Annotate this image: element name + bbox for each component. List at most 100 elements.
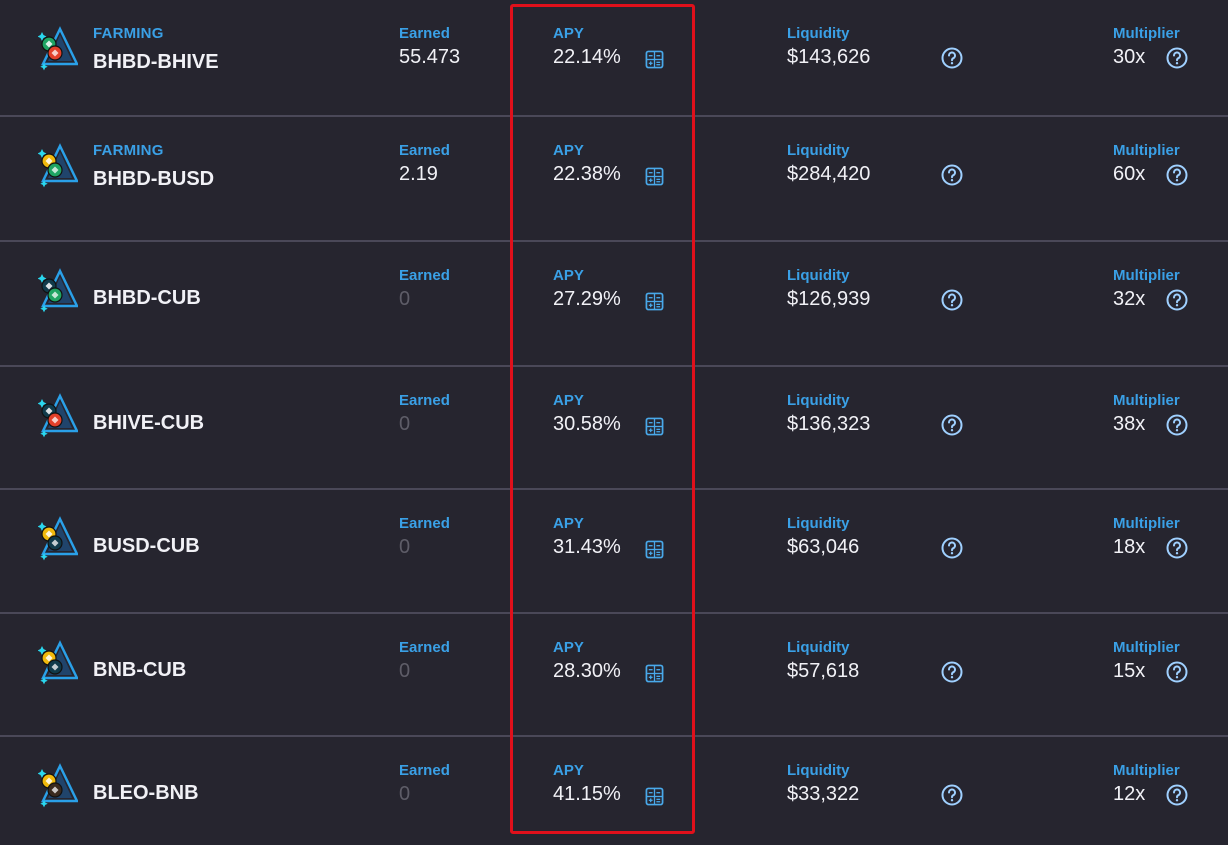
apy-value: 28.30%	[553, 660, 621, 682]
calculator-icon[interactable]	[645, 292, 664, 311]
liquidity-label: Liquidity	[787, 639, 850, 656]
multiplier-label: Multiplier	[1113, 25, 1180, 42]
liquidity-help-icon[interactable]	[941, 164, 963, 186]
multiplier-value: 12x	[1113, 783, 1146, 805]
multiplier-help-icon[interactable]	[1166, 289, 1188, 311]
apy-label: APY	[553, 392, 584, 409]
apy-value: 30.58%	[553, 413, 621, 435]
liquidity-help-icon[interactable]	[941, 414, 963, 436]
liquidity-help-icon[interactable]	[941, 289, 963, 311]
liquidity-help-icon[interactable]	[941, 661, 963, 683]
multiplier-label: Multiplier	[1113, 515, 1180, 532]
earned-label: Earned	[399, 639, 450, 656]
calculator-icon[interactable]	[645, 787, 664, 806]
liquidity-label: Liquidity	[787, 762, 850, 779]
earned-value: 0	[399, 783, 411, 805]
multiplier-help-icon[interactable]	[1166, 47, 1188, 69]
liquidity-value: $57,618	[787, 660, 860, 682]
row-divider	[0, 240, 1228, 242]
farm-row[interactable]: BLEO-BNB Earned 0 APY 41.15% Liquidity $33,32…	[0, 737, 1228, 845]
earned-value: 0	[399, 413, 411, 435]
earned-value: 0	[399, 660, 411, 682]
liquidity-help-icon[interactable]	[941, 47, 963, 69]
token-pair-icon	[37, 393, 79, 439]
multiplier-value: 60x	[1113, 163, 1146, 185]
earned-label: Earned	[399, 515, 450, 532]
multiplier-value: 18x	[1113, 536, 1146, 558]
apy-label: APY	[553, 515, 584, 532]
earned-label: Earned	[399, 762, 450, 779]
multiplier-value: 30x	[1113, 46, 1146, 68]
calculator-icon[interactable]	[645, 664, 664, 683]
farm-row[interactable]: BNB-CUB Earned 0 APY 28.30% Liquidity $57,618…	[0, 614, 1228, 729]
farm-row[interactable]: FARMING BHBD-BUSD Earned 2.19 APY 22.38% Liqu…	[0, 117, 1228, 232]
row-divider	[0, 735, 1228, 737]
apy-label: APY	[553, 142, 584, 159]
token-pair-icon	[37, 268, 79, 314]
calculator-icon[interactable]	[645, 417, 664, 436]
row-divider	[0, 365, 1228, 367]
farm-row[interactable]: BUSD-CUB Earned 0 APY 31.43% Liquidity $63,04…	[0, 490, 1228, 605]
earned-label: Earned	[399, 392, 450, 409]
liquidity-help-icon[interactable]	[941, 537, 963, 559]
liquidity-value: $126,939	[787, 288, 871, 310]
earned-value: 0	[399, 536, 411, 558]
multiplier-label: Multiplier	[1113, 142, 1180, 159]
multiplier-label: Multiplier	[1113, 639, 1180, 656]
farming-status-label: FARMING	[93, 142, 164, 159]
multiplier-help-icon[interactable]	[1166, 784, 1188, 806]
apy-value: 41.15%	[553, 783, 621, 805]
liquidity-help-icon[interactable]	[941, 784, 963, 806]
multiplier-help-icon[interactable]	[1166, 414, 1188, 436]
liquidity-label: Liquidity	[787, 142, 850, 159]
apy-label: APY	[553, 267, 584, 284]
pair-name: BHBD-BUSD	[93, 168, 215, 190]
multiplier-help-icon[interactable]	[1166, 537, 1188, 559]
liquidity-label: Liquidity	[787, 515, 850, 532]
pair-name: BHBD-CUB	[93, 287, 201, 309]
pair-name: BHBD-BHIVE	[93, 51, 219, 73]
token-pair-icon	[37, 516, 79, 562]
calculator-icon[interactable]	[645, 50, 664, 69]
liquidity-label: Liquidity	[787, 267, 850, 284]
multiplier-label: Multiplier	[1113, 392, 1180, 409]
multiplier-value: 32x	[1113, 288, 1146, 310]
apy-label: APY	[553, 639, 584, 656]
token-pair-icon	[37, 143, 79, 189]
liquidity-value: $143,626	[787, 46, 871, 68]
apy-label: APY	[553, 762, 584, 779]
farm-row[interactable]: BHIVE-CUB Earned 0 APY 30.58% Liquidity $136,…	[0, 367, 1228, 482]
liquidity-value: $33,322	[787, 783, 860, 805]
multiplier-help-icon[interactable]	[1166, 661, 1188, 683]
token-pair-icon	[37, 763, 79, 809]
row-divider	[0, 488, 1228, 490]
farm-row[interactable]: BHBD-CUB Earned 0 APY 27.29% Liquidity $126,9…	[0, 242, 1228, 357]
pair-name: BLEO-BNB	[93, 782, 199, 804]
apy-value: 27.29%	[553, 288, 621, 310]
multiplier-label: Multiplier	[1113, 267, 1180, 284]
pair-name: BUSD-CUB	[93, 535, 200, 557]
pair-name: BNB-CUB	[93, 659, 187, 681]
apy-value: 31.43%	[553, 536, 621, 558]
multiplier-label: Multiplier	[1113, 762, 1180, 779]
earned-value: 0	[399, 288, 411, 310]
pair-name: BHIVE-CUB	[93, 412, 205, 434]
row-divider	[0, 612, 1228, 614]
apy-label: APY	[553, 25, 584, 42]
calculator-icon[interactable]	[645, 540, 664, 559]
earned-value: 55.473	[399, 46, 461, 68]
token-pair-icon	[37, 640, 79, 686]
earned-label: Earned	[399, 142, 450, 159]
farming-status-label: FARMING	[93, 25, 164, 42]
multiplier-value: 38x	[1113, 413, 1146, 435]
apy-value: 22.14%	[553, 46, 621, 68]
calculator-icon[interactable]	[645, 167, 664, 186]
apy-value: 22.38%	[553, 163, 621, 185]
liquidity-value: $284,420	[787, 163, 871, 185]
multiplier-help-icon[interactable]	[1166, 164, 1188, 186]
liquidity-value: $63,046	[787, 536, 860, 558]
liquidity-label: Liquidity	[787, 25, 850, 42]
earned-label: Earned	[399, 25, 450, 42]
farm-row[interactable]: FARMING BHBD-BHIVE Earned 55.473 APY 22.14% L…	[0, 0, 1228, 115]
